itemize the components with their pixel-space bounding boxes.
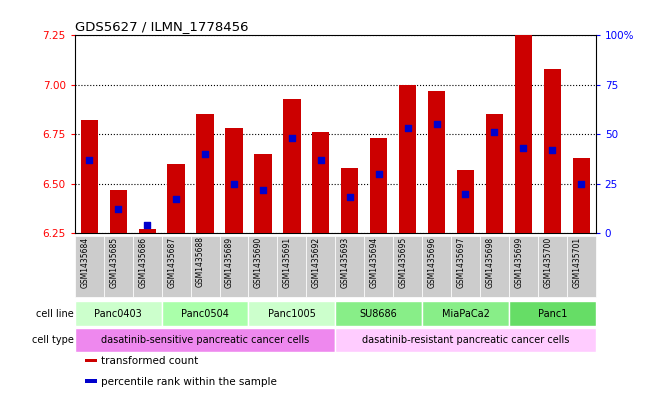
Bar	[283, 99, 301, 233]
Point	[200, 151, 210, 157]
Bar	[364, 236, 393, 298]
Text: GSM1435690: GSM1435690	[254, 237, 263, 288]
Text: GSM1435700: GSM1435700	[544, 237, 552, 288]
Bar	[515, 35, 532, 233]
Bar	[109, 189, 127, 233]
Bar	[509, 301, 596, 326]
Text: GSM1435696: GSM1435696	[428, 237, 437, 288]
Text: MiaPaCa2: MiaPaCa2	[441, 309, 490, 319]
Text: dasatinib-sensitive pancreatic cancer cells: dasatinib-sensitive pancreatic cancer ce…	[101, 335, 309, 345]
Bar	[572, 158, 590, 233]
Point	[229, 180, 239, 187]
Bar	[486, 114, 503, 233]
Bar	[422, 301, 509, 326]
Bar	[75, 301, 161, 326]
Bar	[225, 128, 243, 233]
Point	[547, 147, 557, 153]
Bar	[104, 236, 133, 298]
Text: cell type: cell type	[31, 335, 74, 345]
Point	[489, 129, 499, 135]
Text: GSM1435697: GSM1435697	[456, 237, 465, 288]
Bar	[567, 236, 596, 298]
Text: cell line: cell line	[36, 309, 74, 319]
Bar	[277, 236, 307, 298]
Point	[258, 186, 268, 193]
Bar	[139, 229, 156, 233]
Text: percentile rank within the sample: percentile rank within the sample	[101, 376, 277, 387]
Point	[316, 157, 326, 163]
Bar	[75, 236, 104, 298]
Point	[84, 157, 94, 163]
Text: GSM1435688: GSM1435688	[196, 237, 205, 287]
Bar	[307, 236, 335, 298]
Point	[286, 135, 297, 141]
Text: GSM1435692: GSM1435692	[312, 237, 321, 288]
Text: transformed count: transformed count	[101, 356, 198, 366]
Bar	[335, 236, 364, 298]
Bar	[341, 168, 359, 233]
Text: GSM1435689: GSM1435689	[225, 237, 234, 288]
Text: GSM1435693: GSM1435693	[340, 237, 350, 288]
Bar	[85, 379, 97, 383]
Text: GSM1435698: GSM1435698	[486, 237, 494, 288]
Bar	[451, 236, 480, 298]
Bar	[85, 359, 97, 362]
Bar	[249, 301, 335, 326]
Point	[460, 190, 471, 196]
Bar	[544, 69, 561, 233]
Point	[402, 125, 413, 131]
Point	[344, 194, 355, 200]
Bar	[538, 236, 567, 298]
Point	[374, 171, 384, 177]
Point	[576, 180, 587, 187]
Text: GSM1435684: GSM1435684	[80, 237, 89, 288]
Point	[432, 121, 442, 127]
Bar	[509, 236, 538, 298]
Bar	[335, 328, 596, 353]
Text: GSM1435687: GSM1435687	[167, 237, 176, 288]
Point	[113, 206, 124, 213]
Text: GDS5627 / ILMN_1778456: GDS5627 / ILMN_1778456	[75, 20, 249, 33]
Bar	[81, 120, 98, 233]
Text: Panc0504: Panc0504	[181, 309, 229, 319]
Bar	[428, 91, 445, 233]
Text: Panc1: Panc1	[538, 309, 567, 319]
Bar	[335, 301, 422, 326]
Bar	[133, 236, 161, 298]
Text: GSM1435691: GSM1435691	[283, 237, 292, 288]
Text: GSM1435685: GSM1435685	[109, 237, 118, 288]
Bar	[219, 236, 249, 298]
Bar	[312, 132, 329, 233]
Text: GSM1435699: GSM1435699	[514, 237, 523, 288]
Bar	[457, 170, 474, 233]
Bar	[422, 236, 451, 298]
Bar	[255, 154, 271, 233]
Bar	[197, 114, 214, 233]
Text: GSM1435694: GSM1435694	[370, 237, 379, 288]
Point	[171, 196, 182, 202]
Bar	[75, 328, 335, 353]
Bar	[399, 85, 416, 233]
Bar	[393, 236, 422, 298]
Text: GSM1435701: GSM1435701	[572, 237, 581, 288]
Bar	[161, 301, 249, 326]
Bar	[370, 138, 387, 233]
Bar	[249, 236, 277, 298]
Text: GSM1435695: GSM1435695	[398, 237, 408, 288]
Text: GSM1435686: GSM1435686	[138, 237, 147, 288]
Text: dasatinib-resistant pancreatic cancer cells: dasatinib-resistant pancreatic cancer ce…	[362, 335, 569, 345]
Point	[142, 222, 152, 228]
Bar	[480, 236, 509, 298]
Text: Panc0403: Panc0403	[94, 309, 142, 319]
Text: Panc1005: Panc1005	[268, 309, 316, 319]
Point	[518, 145, 529, 151]
Bar	[167, 164, 185, 233]
Bar	[191, 236, 219, 298]
Text: SU8686: SU8686	[360, 309, 398, 319]
Bar	[161, 236, 191, 298]
